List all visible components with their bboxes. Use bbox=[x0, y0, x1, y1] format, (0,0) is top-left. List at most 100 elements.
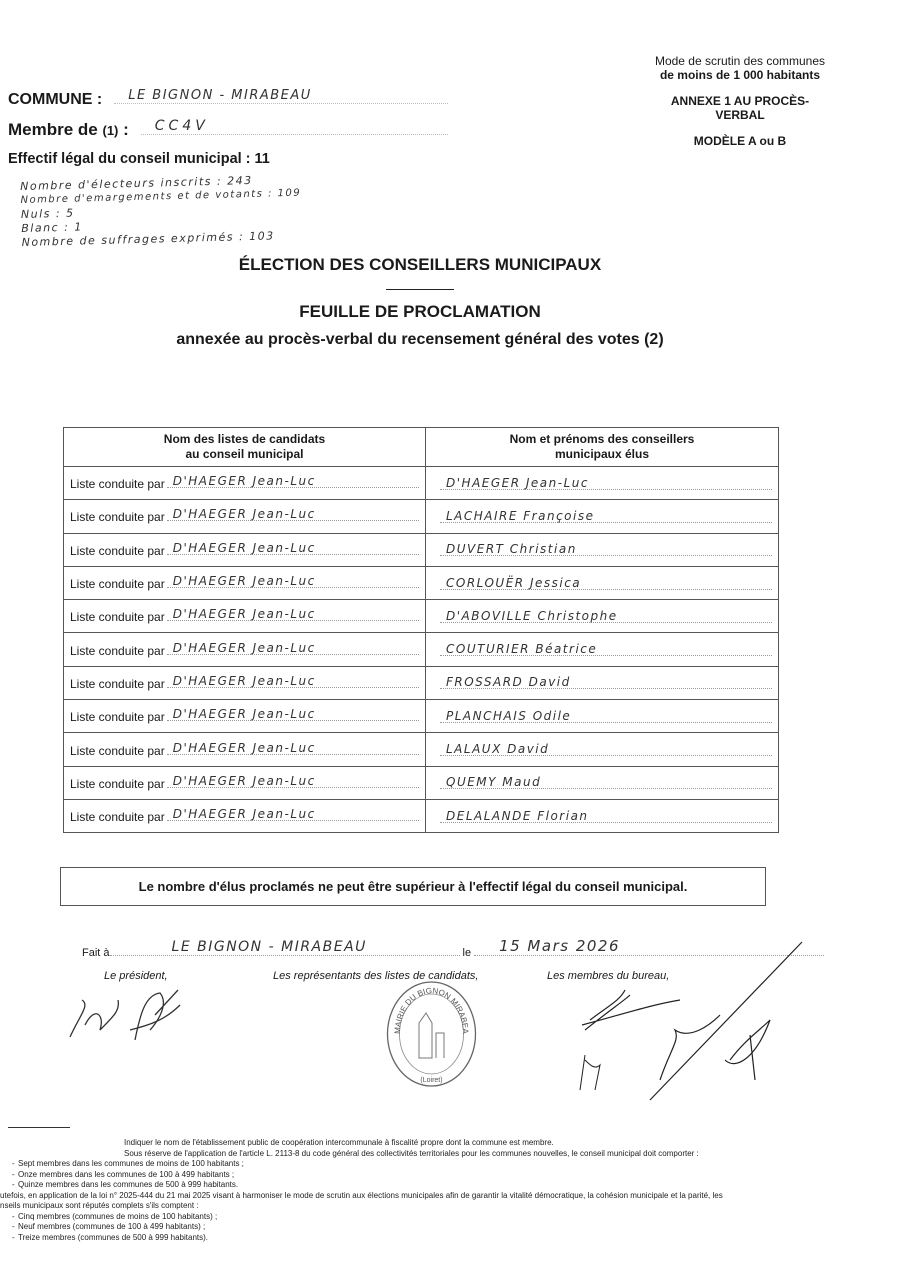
elu-cell: COUTURIER Béatrice bbox=[425, 632, 779, 667]
modele-label: MODÈLE A ou B bbox=[693, 134, 787, 148]
list-leader: D'HAEGER Jean-Luc bbox=[172, 807, 316, 822]
elu-cell: D'HAEGER Jean-Luc bbox=[425, 465, 779, 501]
svg-text:MAIRIE DU BIGNON MIRABEAU: MAIRIE DU BIGNON MIRABEAU bbox=[384, 978, 470, 1035]
scrutin-line1: Mode de scrutin des communes bbox=[654, 54, 826, 68]
list-cell: Liste conduite par D'HAEGER Jean-Luc bbox=[63, 765, 426, 800]
fait-a-line: Fait à LE BIGNON - MIRABEAU le 15 Mars 2… bbox=[82, 937, 824, 959]
list-cell: Liste conduite par D'HAEGER Jean-Luc bbox=[63, 699, 426, 734]
col-listes-header: Nom des listes de candidats au conseil mu… bbox=[63, 427, 426, 467]
commune-value: LE BIGNON - MIRABEAU bbox=[128, 88, 312, 103]
footnote-item: Quinze membres dans les communes de 500 … bbox=[0, 1180, 900, 1191]
row-prefix: Liste conduite par bbox=[70, 643, 165, 658]
fait-date: 15 Mars 2026 bbox=[499, 937, 620, 955]
elected-councillor: LALAUX David bbox=[446, 742, 550, 757]
footnote-item: Treize membres (communes de 500 à 999 ha… bbox=[0, 1233, 900, 1244]
elected-councillor: PLANCHAIS Odile bbox=[446, 708, 572, 723]
list-cell: Liste conduite par D'HAEGER Jean-Luc bbox=[63, 798, 426, 834]
table-row: Liste conduite par D'HAEGER Jean-Luc FROSS… bbox=[63, 665, 779, 701]
list-cell: Liste conduite par D'HAEGER Jean-Luc bbox=[63, 632, 426, 667]
col-elus-header: Nom et prénoms des conseillers municipaux… bbox=[425, 427, 779, 467]
list-leader: D'HAEGER Jean-Luc bbox=[172, 740, 316, 755]
footnote-para2: nseils municipaux sont réputés complets … bbox=[0, 1201, 199, 1210]
annex-title: annexée au procès-verbal du recensement … bbox=[176, 331, 664, 348]
membre-value: CC4V bbox=[154, 118, 209, 134]
table-row: Liste conduite par D'HAEGER Jean-Luc QUEMY… bbox=[63, 765, 779, 800]
footnote-ref: (1) bbox=[102, 123, 119, 138]
elected-councillor: D'HAEGER Jean-Luc bbox=[446, 475, 589, 490]
table-row: Liste conduite par D'HAEGER Jean-Luc COUTU… bbox=[63, 632, 779, 667]
bureau-label: Les membres du bureau, bbox=[547, 970, 670, 982]
president-label: Le président, bbox=[104, 970, 168, 982]
list-cell: Liste conduite par D'HAEGER Jean-Luc bbox=[63, 599, 426, 634]
elu-cell: D'ABOVILLE Christophe bbox=[425, 599, 779, 634]
table-row: Liste conduite par D'HAEGER Jean-Luc LALAU… bbox=[63, 732, 779, 767]
row-prefix: Liste conduite par bbox=[70, 676, 165, 691]
sub-title: FEUILLE DE PROCLAMATION bbox=[299, 302, 541, 321]
footnote-2: Sous réserve de l'application de l'artic… bbox=[124, 1148, 699, 1158]
elu-cell: QUEMY Maud bbox=[425, 765, 779, 800]
row-prefix: Liste conduite par bbox=[70, 510, 165, 525]
commune-label: COMMUNE bbox=[8, 91, 93, 108]
elu-cell: LALAUX David bbox=[425, 732, 779, 767]
proclamation-table: Nom des listes de candidats au conseil mu… bbox=[63, 427, 779, 834]
list-leader: D'HAEGER Jean-Luc bbox=[172, 607, 316, 622]
elected-councillor: FROSSARD David bbox=[446, 675, 571, 690]
list-leader: D'HAEGER Jean-Luc bbox=[172, 707, 316, 722]
elected-councillor: CORLOUËR Jessica bbox=[446, 575, 582, 590]
mairie-seal: MAIRIE DU BIGNON MIRABEAU (Loiret) bbox=[384, 978, 477, 1087]
footnotes: Indiquer le nom de l'établissement publi… bbox=[0, 1138, 900, 1243]
table-row: Liste conduite par D'HAEGER Jean-Luc CORLO… bbox=[63, 565, 779, 601]
list-cell: Liste conduite par D'HAEGER Jean-Luc bbox=[63, 465, 426, 501]
list-leader: D'HAEGER Jean-Luc bbox=[172, 640, 316, 655]
elu-cell: CORLOUËR Jessica bbox=[425, 565, 779, 601]
list-cell: Liste conduite par D'HAEGER Jean-Luc bbox=[63, 732, 426, 767]
fait-place: LE BIGNON - MIRABEAU bbox=[171, 939, 367, 955]
table-row: Liste conduite par D'HAEGER Jean-Luc PLANC… bbox=[63, 699, 779, 734]
footnote-item: Neuf membres (communes de 100 à 499 habi… bbox=[0, 1222, 900, 1233]
elu-cell: PLANCHAIS Odile bbox=[425, 699, 779, 734]
table-row: Liste conduite par D'HAEGER Jean-Luc LACHA… bbox=[63, 499, 779, 534]
commune-field: COMMUNE : LE BIGNON - MIRABEAU bbox=[8, 88, 448, 109]
table-row: Liste conduite par D'HAEGER Jean-Luc DELAL… bbox=[63, 798, 779, 834]
membre-label: Membre de bbox=[8, 120, 98, 139]
membre-field: Membre de (1) : CC4V bbox=[8, 118, 448, 140]
le-label: le bbox=[462, 947, 472, 959]
footnote-para: utefois, en application de la loi n° 202… bbox=[0, 1190, 723, 1200]
elected-councillor: QUEMY Maud bbox=[446, 775, 542, 790]
elected-councillor: LACHAIRE Françoise bbox=[446, 508, 595, 523]
table-row: Liste conduite par D'HAEGER Jean-Luc D'HAE… bbox=[63, 465, 779, 501]
main-title: ÉLECTION DES CONSEILLERS MUNICIPAUX bbox=[238, 255, 602, 274]
list-cell: Liste conduite par D'HAEGER Jean-Luc bbox=[63, 665, 426, 701]
elu-cell: LACHAIRE Françoise bbox=[425, 499, 779, 534]
footnote-1: Indiquer le nom de l'établissement publi… bbox=[124, 1138, 554, 1147]
row-prefix: Liste conduite par bbox=[70, 743, 165, 758]
row-prefix: Liste conduite par bbox=[70, 543, 165, 558]
handwritten-vote-counts: Nombre d'électeurs inscrits : 243 Nombre… bbox=[20, 173, 302, 250]
annexe-label: ANNEXE 1 AU PROCÈS-VERBAL bbox=[670, 94, 810, 122]
seal-text: MAIRIE DU BIGNON MIRABEAU bbox=[384, 978, 470, 1035]
scrutin-mode-block: Mode de scrutin des communes de moins de… bbox=[630, 54, 850, 148]
row-prefix: Liste conduite par bbox=[70, 577, 165, 592]
footnote-divider bbox=[8, 1127, 70, 1128]
bureau-signatures bbox=[579, 941, 803, 1101]
footnote-item: Sept membres dans les communes de moins … bbox=[0, 1159, 900, 1170]
list-cell: Liste conduite par D'HAEGER Jean-Luc bbox=[63, 532, 426, 567]
list-leader: D'HAEGER Jean-Luc bbox=[172, 474, 316, 489]
notice-box: Le nombre d'élus proclamés ne peut être … bbox=[60, 867, 766, 906]
table-row: Liste conduite par D'HAEGER Jean-Luc D'ABO… bbox=[63, 599, 779, 634]
list-leader: D'HAEGER Jean-Luc bbox=[172, 673, 316, 688]
elected-councillor: D'ABOVILLE Christophe bbox=[446, 608, 618, 623]
row-prefix: Liste conduite par bbox=[70, 810, 165, 825]
footnote-item: Onze membres dans les communes de 100 à … bbox=[0, 1170, 900, 1181]
title-divider bbox=[386, 289, 454, 290]
row-prefix: Liste conduite par bbox=[70, 776, 165, 791]
list-leader: D'HAEGER Jean-Luc bbox=[172, 773, 316, 788]
elu-cell: DELALANDE Florian bbox=[425, 798, 779, 834]
effectif-legal: Effectif légal du conseil municipal : 11 bbox=[8, 151, 270, 167]
scrutin-line2: de moins de 1 000 habitants bbox=[659, 68, 821, 82]
elected-councillor: COUTURIER Béatrice bbox=[446, 642, 598, 657]
elu-cell: DUVERT Christian bbox=[425, 532, 779, 567]
list-leader: D'HAEGER Jean-Luc bbox=[172, 574, 316, 589]
table-row: Liste conduite par D'HAEGER Jean-Luc DUVER… bbox=[63, 532, 779, 567]
footnote-item: Cinq membres (communes de moins de 100 h… bbox=[0, 1212, 900, 1223]
